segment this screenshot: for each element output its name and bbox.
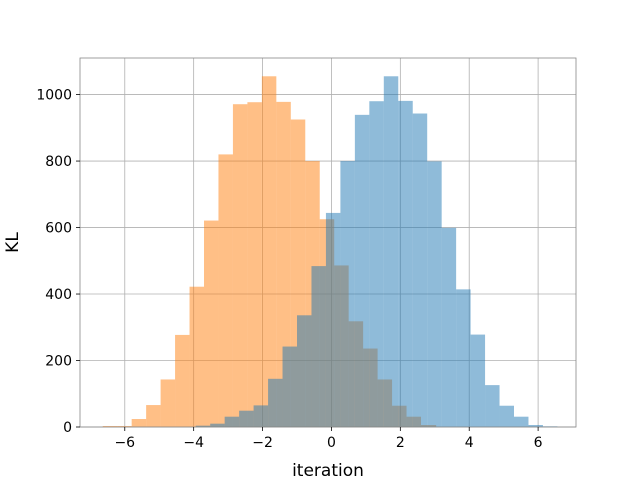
histogram-bar bbox=[160, 379, 176, 427]
histogram-bar bbox=[253, 405, 269, 427]
histogram-bar bbox=[383, 76, 399, 427]
histogram-bar bbox=[354, 114, 370, 427]
x-tick-label: −2 bbox=[252, 435, 273, 451]
histogram-bar bbox=[485, 385, 500, 427]
histogram-bar bbox=[325, 212, 341, 427]
histogram-bar bbox=[247, 102, 262, 428]
histogram-bar bbox=[282, 346, 297, 427]
histogram-bar bbox=[412, 113, 428, 428]
histogram-bar bbox=[261, 76, 277, 427]
histogram-bar bbox=[311, 266, 326, 427]
x-tick-label: 4 bbox=[465, 435, 474, 451]
histogram-bar bbox=[297, 315, 312, 427]
histogram-bar bbox=[239, 410, 254, 427]
histogram-bar bbox=[369, 101, 384, 427]
histogram-bar bbox=[146, 405, 161, 427]
histogram-bar bbox=[456, 289, 471, 427]
x-tick-label: 2 bbox=[396, 435, 405, 451]
histogram-bar bbox=[204, 220, 219, 427]
y-tick-label: 400 bbox=[45, 287, 72, 303]
histogram-bar bbox=[131, 419, 147, 427]
histogram-bar bbox=[268, 378, 283, 427]
histogram-bar bbox=[189, 286, 204, 427]
x-tick-label: 0 bbox=[327, 435, 336, 451]
histogram-bar bbox=[210, 423, 225, 427]
y-tick-label: 0 bbox=[63, 420, 72, 436]
histogram-bar bbox=[224, 416, 240, 427]
histogram-bar bbox=[218, 154, 233, 428]
histogram-bar bbox=[276, 101, 291, 428]
histogram-bar bbox=[175, 334, 190, 427]
histogram-bar bbox=[528, 425, 543, 427]
histogram-bar bbox=[232, 104, 248, 428]
axis-ticks: −6 −4 −2 0 2 4 6 0 200 400 600 800 1000 bbox=[36, 88, 542, 451]
y-tick-label: 1000 bbox=[36, 88, 72, 104]
y-tick-label: 600 bbox=[45, 221, 72, 237]
x-tick-label: −6 bbox=[114, 435, 135, 451]
histogram-bar bbox=[441, 227, 457, 427]
y-axis-label: KL bbox=[3, 232, 23, 253]
histogram-bar bbox=[340, 161, 355, 427]
histogram-bar bbox=[470, 334, 486, 427]
x-axis-label: iteration bbox=[292, 461, 364, 480]
histogram-bar bbox=[117, 426, 132, 427]
histogram-bar bbox=[398, 100, 413, 427]
x-tick-label: 6 bbox=[534, 435, 543, 451]
y-tick-label: 200 bbox=[45, 354, 72, 370]
histogram-bars bbox=[102, 76, 558, 428]
histogram-bar bbox=[514, 416, 529, 427]
histogram-bar bbox=[499, 405, 514, 427]
x-tick-label: −4 bbox=[183, 435, 204, 451]
histogram-bar bbox=[195, 425, 211, 427]
histogram-bar bbox=[102, 426, 118, 427]
plot-frame bbox=[79, 57, 577, 428]
histogram-bar bbox=[427, 161, 442, 428]
y-tick-label: 800 bbox=[45, 154, 72, 170]
